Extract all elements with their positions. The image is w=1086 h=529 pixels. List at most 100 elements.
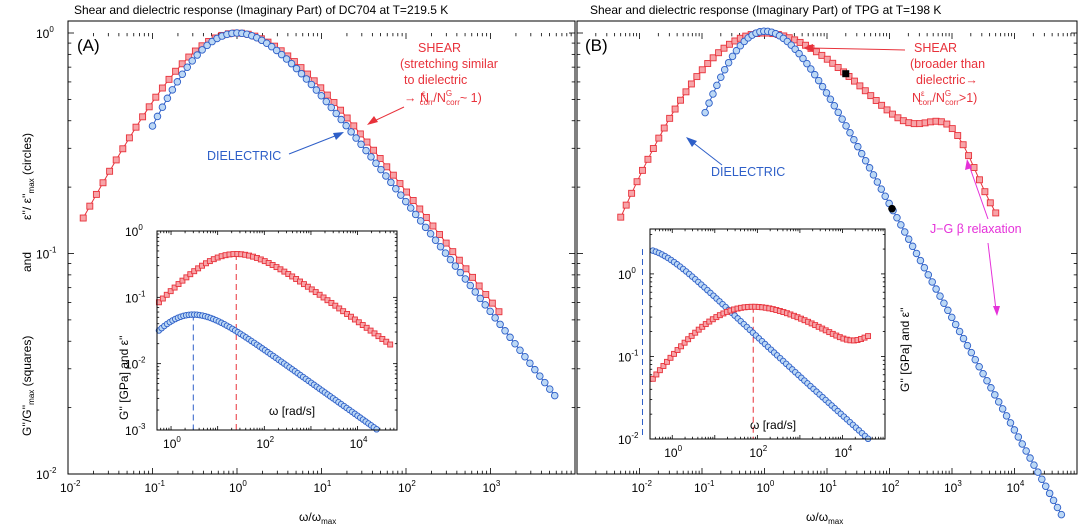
inset-b-xlabel: ω [rad/s] — [750, 418, 796, 432]
panel-b-dielectric-point — [916, 256, 925, 265]
panel-b-dielectric-point — [822, 89, 831, 97]
panel-a-dielectric-point — [163, 94, 172, 103]
panel-a-shear-point — [145, 103, 153, 111]
panel-a-shear-point — [158, 84, 166, 92]
panel-b-dielectric-point — [1010, 426, 1019, 434]
panel-a-xtick-label: 102 — [398, 479, 416, 495]
panel-a-title: Shear and dielectric response (Imaginary… — [74, 3, 448, 17]
panel-b-dielectric-point — [799, 54, 807, 63]
panel-b-dielectric-point — [1018, 440, 1026, 448]
panel-b-highlight-shear — [842, 70, 850, 78]
inset-b-shear-point — [678, 343, 685, 350]
arrow-dielectric-a — [288, 133, 341, 155]
inset-b-shear-point — [692, 329, 699, 336]
panel-b-dielectric-point — [826, 95, 835, 104]
panel-b-dielectric-point — [940, 299, 948, 307]
panel-b-dielectric-point — [854, 142, 862, 151]
panel-b-shear-point — [872, 97, 880, 104]
inset-a-shear-point — [163, 291, 170, 298]
inset-a-dielectric-point — [373, 426, 380, 433]
panel-b-shear-point — [715, 49, 723, 57]
panel-a-dielectric-point — [441, 249, 450, 257]
panel-a-ticks: 10-2 10-1 100 101 102 103 10-2 10-1 100 — [36, 25, 576, 495]
panel-a-shear-point — [79, 214, 87, 222]
inset-b-frame — [649, 228, 886, 440]
panel-b-dielectric-point — [810, 70, 819, 79]
panel-a-dielectric-point — [272, 46, 281, 55]
arrowhead-shear-b — [803, 44, 813, 52]
panel-b-dielectric-point — [720, 65, 729, 74]
panel-b-shear-point — [965, 152, 973, 160]
inset-b-xtick-label: 104 — [834, 444, 852, 460]
panel-b-dielectric-point — [709, 90, 717, 98]
panel-b-shear-point — [948, 125, 956, 133]
panel-b-dielectric-point — [920, 263, 929, 272]
panel-a-dielectric-point — [471, 288, 480, 296]
panel-a-shear-point — [92, 190, 100, 198]
inset-a-ylabel: G'' [GPa] and ε'' — [117, 335, 131, 420]
panel-a-xlabel: ω/ωmax — [299, 510, 336, 526]
annotation-beta-b-text: J−G β relaxation — [930, 222, 1022, 236]
panel-b-dielectric-point — [842, 122, 850, 130]
inset-a-shear-point — [179, 277, 186, 284]
panel-a-dielectric-point — [436, 242, 445, 251]
panel-b-dielectric-point — [1053, 503, 1062, 512]
panel-b-shear-point — [878, 101, 886, 109]
panel-b-dielectric-point — [979, 370, 987, 378]
panel-b-shear-point — [617, 213, 625, 221]
panel-b-dielectric-point — [728, 52, 737, 61]
panel-b-xtick-label: 103 — [944, 479, 962, 495]
panel-a-dielectric-point — [188, 57, 196, 65]
panel-b-dielectric-point — [959, 334, 968, 343]
panel-b-xtick-label: 10-1 — [694, 479, 715, 495]
panel-a-shear-point — [350, 122, 358, 130]
panel-a-shear-point — [488, 299, 496, 307]
inset-b-shear-point — [681, 339, 688, 346]
inset-b-shear-point — [656, 367, 663, 374]
panel-a-shear-point — [125, 134, 133, 142]
global-y-label: G''/G''max (squares) and ε''/ ε''max (ci… — [20, 133, 36, 436]
panel-a-dielectric-point — [267, 42, 276, 51]
panel-b-dielectric-point — [877, 185, 886, 193]
inset-b-shear-point — [664, 358, 670, 365]
panel-a-dielectric-point — [456, 268, 465, 277]
arrowhead-beta-b-1 — [965, 159, 972, 170]
panel-b-shear-point — [649, 145, 657, 152]
panel-b-dielectric-point — [983, 377, 991, 385]
panel-b-dielectric-point — [818, 82, 827, 91]
panel-a-ytick-label: 10-2 — [36, 466, 57, 482]
panel-a-shear-point — [99, 179, 107, 187]
panel-b-dielectric-point — [1030, 461, 1038, 469]
inset-a-xtick-label: 100 — [163, 435, 181, 451]
panel-b-shear-point — [698, 66, 706, 74]
panel-a-shear-point — [462, 265, 470, 273]
panel-b-dielectric-point — [908, 242, 917, 251]
panel-b-shear-point — [639, 166, 646, 174]
panel-b-dielectric-point — [987, 384, 995, 392]
panel-a-dielectric-point — [282, 55, 291, 63]
panel-b-shear-point — [823, 55, 831, 63]
panel-b-dielectric-point — [1041, 482, 1050, 491]
panel-b-highlight-dielectric — [888, 204, 896, 213]
panel-b-dielectric-point — [912, 249, 921, 258]
panel-b-shear-point — [850, 77, 858, 85]
panel-a-shear-point — [429, 222, 437, 230]
panel-a-dielectric-point — [531, 365, 539, 374]
panel-a-shear-point — [165, 75, 173, 83]
panel-a-shear-point — [363, 138, 371, 146]
panel-a-shear-point — [416, 205, 424, 213]
annotation-dielectric-b: DIELECTRIC — [686, 137, 785, 179]
panel-b-dielectric-point — [1014, 433, 1023, 441]
panel-b-dielectric-point — [897, 221, 905, 229]
panel-b-dielectric-point — [1002, 412, 1011, 420]
panel-a-shear-point — [152, 93, 160, 101]
panel-b-shear-point — [943, 120, 951, 128]
panel-a-dielectric-point — [516, 346, 524, 354]
inset-b-shear-point — [667, 354, 674, 361]
panel-a-dielectric-point — [327, 103, 336, 112]
panel-a-dielectric-point — [362, 146, 370, 155]
inset-a-shear-point — [159, 295, 166, 302]
annotation-shear-b-line4: Nε corr/NG corr>1) — [912, 89, 977, 107]
panel-b-dielectric-point — [971, 355, 979, 364]
